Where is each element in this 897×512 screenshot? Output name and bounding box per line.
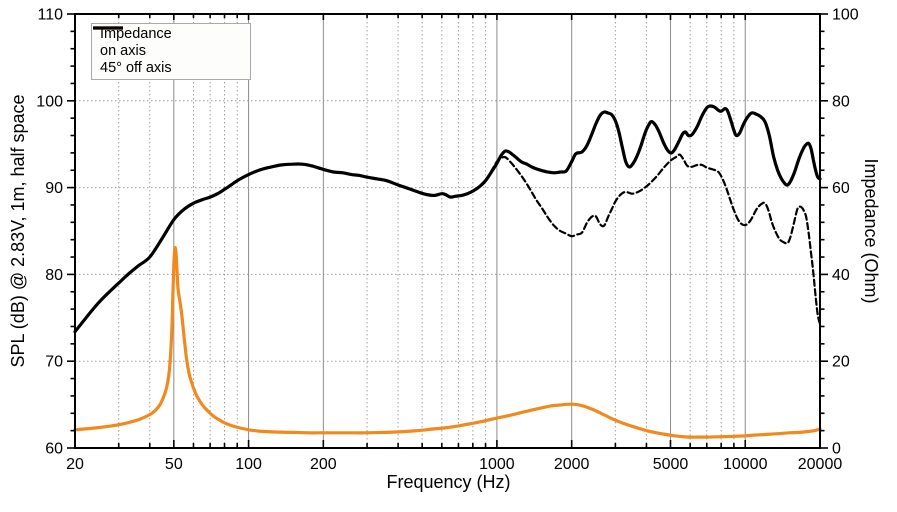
x-tick-label: 5000 (653, 456, 689, 473)
y-left-tick-label: 70 (45, 354, 63, 371)
series-on-axis (73, 104, 822, 334)
left-axis-title: SPL (dB) @ 2.83V, 1m, half space (8, 94, 28, 368)
plot-grid (75, 14, 820, 448)
x-axis-title: Frequency (Hz) (386, 472, 511, 492)
x-tick-label: 200 (310, 456, 337, 473)
legend-label: 45° off axis (100, 60, 172, 76)
y-left-tick-label: 110 (37, 7, 63, 24)
x-tick-label: 20000 (798, 456, 843, 473)
x-tick-label: 50 (165, 456, 183, 473)
legend-label: Impedance (100, 26, 172, 42)
x-tick-label: 2000 (554, 456, 590, 473)
y-right-tick-label: 40 (832, 267, 850, 284)
y-right-tick-label: 0 (832, 441, 841, 458)
y-right-tick-label: 60 (832, 180, 850, 197)
right-axis-title: Impedance (Ohm) (861, 158, 881, 304)
series-impedance (73, 246, 822, 439)
plot-frame (74, 13, 821, 449)
x-tick-label: 100 (235, 456, 262, 473)
legend-item-45-off-axis: 45° off axis (92, 26, 250, 76)
legend: Impedance on axis 45° off axis (91, 23, 251, 80)
x-tick-label: 1000 (479, 456, 515, 473)
legend-label: on axis (100, 43, 146, 59)
plot-axes (67, 13, 828, 449)
y-left-tick-label: 80 (45, 267, 63, 284)
plot-series (73, 104, 822, 439)
y-right-tick-label: 100 (832, 7, 859, 24)
y-left-tick-label: 100 (36, 93, 63, 110)
x-tick-label: 10000 (723, 456, 768, 473)
x-tick-label: 20 (66, 456, 84, 473)
y-right-tick-label: 20 (832, 354, 850, 371)
y-left-tick-label: 60 (45, 441, 63, 458)
y-left-tick-label: 90 (45, 180, 63, 197)
axis-tick-labels: 20 50 100 200 1000 2000 5000 10000 2000060708090… (36, 7, 859, 474)
series-45-off-axis (478, 153, 822, 325)
legend-item-on-axis: on axis (92, 26, 250, 59)
y-right-tick-label: 80 (832, 93, 850, 110)
dashed-line-swatch-icon (93, 26, 123, 30)
